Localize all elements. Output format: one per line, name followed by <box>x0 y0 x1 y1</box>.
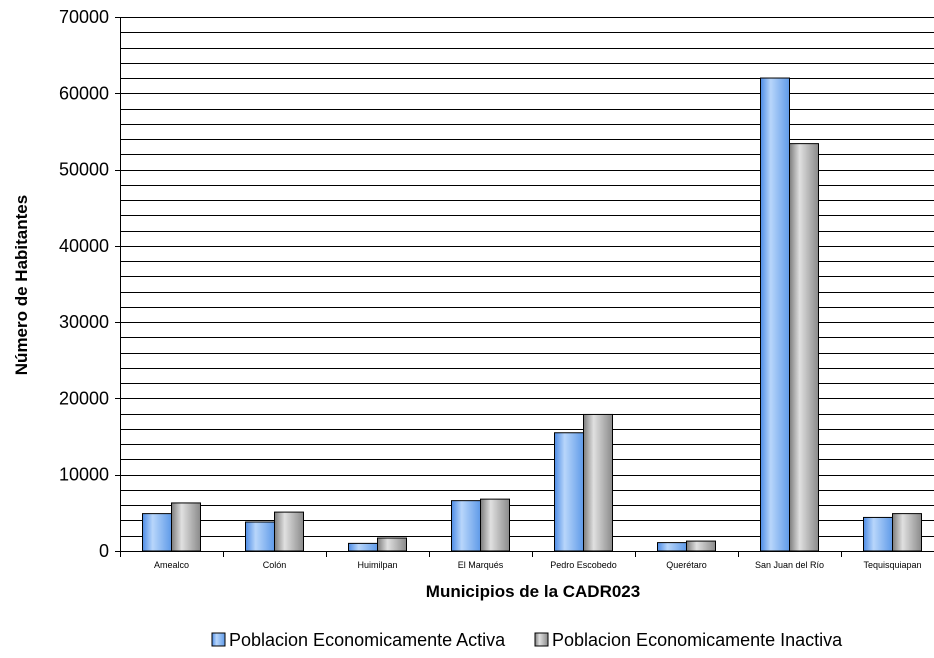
legend-swatch-inactiva <box>534 632 549 647</box>
x-tick-label: Colón <box>263 560 287 570</box>
bar-activa <box>760 77 790 552</box>
bar-inactiva <box>171 502 201 552</box>
bar-activa <box>657 542 687 552</box>
bar-inactiva <box>480 498 510 552</box>
y-tick-label: 50000 <box>59 160 109 180</box>
bar-inactiva <box>377 537 407 552</box>
y-tick-label: 40000 <box>59 236 109 256</box>
x-axis-title: Municipios de la CADR023 <box>426 582 640 601</box>
bar-activa <box>245 521 275 552</box>
bar-activa <box>348 542 378 552</box>
bar-inactiva <box>789 143 819 552</box>
y-tick-label: 60000 <box>59 83 109 103</box>
y-tick-label: 30000 <box>59 312 109 332</box>
y-tick-labels: 0 10000 20000 30000 40000 50000 60000 70000 <box>59 7 109 561</box>
y-axis-title: Número de Habitantes <box>12 195 31 375</box>
x-tick-label: San Juan del Río <box>755 560 824 570</box>
legend-label-inactiva: Poblacion Economicamente Inactiva <box>552 630 843 650</box>
legend: Poblacion Economicamente Activa Poblacio… <box>211 630 843 650</box>
x-tick-label: Amealco <box>154 560 189 570</box>
bar-inactiva <box>686 540 716 552</box>
bar-inactiva <box>892 513 922 552</box>
bar-inactiva <box>274 511 304 552</box>
bar-inactiva <box>583 413 613 552</box>
x-tick-label: El Marqués <box>458 560 504 570</box>
y-tick-label: 10000 <box>59 465 109 485</box>
x-tick-label: Tequisquiapan <box>863 560 921 570</box>
legend-label-activa: Poblacion Economicamente Activa <box>229 630 506 650</box>
x-tick-labels: Amealco Colón Huimilpan El Marqués Pedro Esc… <box>154 560 922 570</box>
bars <box>142 77 922 552</box>
x-tick-label: Huimilpan <box>357 560 397 570</box>
legend-swatch-activa <box>211 632 226 647</box>
bar-activa <box>142 513 172 552</box>
bar-activa <box>451 500 481 552</box>
bar-activa <box>554 432 584 552</box>
y-tick-label: 0 <box>99 541 109 561</box>
bar-activa <box>863 516 893 552</box>
y-tick-label: 20000 <box>59 388 109 408</box>
x-tick-label: Querétaro <box>666 560 707 570</box>
x-tick-label: Pedro Escobedo <box>550 560 617 570</box>
axes <box>115 17 934 557</box>
y-tick-label: 70000 <box>59 7 109 27</box>
